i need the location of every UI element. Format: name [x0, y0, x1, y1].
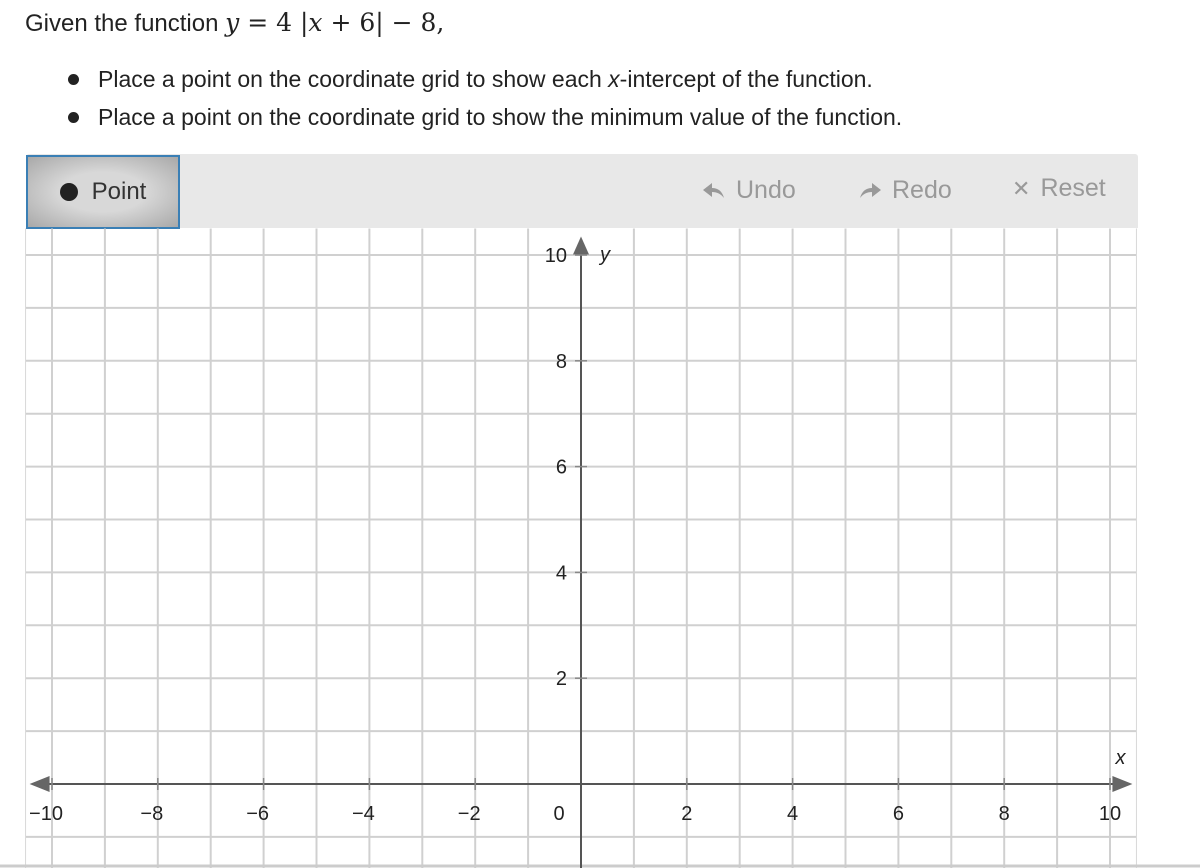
instruction-item: Place a point on the coordinate grid to …	[60, 98, 902, 136]
eq-y: y	[225, 8, 240, 37]
close-icon: ✕	[1012, 175, 1031, 201]
eq-tail: − 8,	[383, 8, 445, 37]
instruction-list: Place a point on the coordinate grid to …	[60, 60, 902, 136]
graph-toolbar: Point Undo Redo ✕ Reset	[26, 154, 1138, 229]
y-tick-label: 6	[556, 457, 567, 479]
y-axis-label: y	[598, 244, 611, 266]
x-tick-label: −10	[29, 803, 63, 825]
x-tick-label: 2	[681, 803, 692, 825]
x-tick-label: −4	[352, 803, 375, 825]
x-tick-label: 8	[999, 803, 1010, 825]
redo-label: Redo	[892, 176, 952, 204]
x-tick-label: −2	[458, 803, 481, 825]
redo-button[interactable]: Redo	[858, 176, 952, 205]
y-tick-label: 10	[545, 245, 567, 267]
point-icon	[59, 183, 78, 201]
y-tick-label: 2	[556, 668, 567, 690]
x-tick-label: −8	[140, 803, 163, 825]
y-tick-label: 8	[556, 351, 567, 373]
prompt-intro: Given the function	[25, 10, 226, 37]
eq-x: x	[308, 8, 323, 37]
reset-label: Reset	[1040, 174, 1106, 202]
x-tick-label: −6	[246, 803, 269, 825]
eq-abs-open: |	[299, 8, 309, 37]
redo-icon	[860, 182, 881, 198]
reset-button[interactable]: ✕ Reset	[1012, 174, 1106, 203]
point-label: Point	[91, 178, 147, 205]
x-axis-arrow-right	[1112, 776, 1133, 792]
instruction-text: Place a point on the coordinate grid to …	[98, 66, 609, 92]
instruction-text: Place a point on the coordinate grid to …	[98, 104, 903, 130]
instruction-item: Place a point on the coordinate grid to …	[60, 60, 902, 98]
x-tick-label: 4	[787, 803, 798, 825]
point-tool-button[interactable]: Point	[26, 155, 180, 229]
undo-label: Undo	[736, 176, 796, 204]
x-axis-arrow-left	[29, 776, 50, 792]
question-prompt: Given the function y = 4 |x + 6| − 8,	[25, 8, 444, 38]
equation: y = 4 |x + 6| − 8,	[225, 8, 444, 37]
undo-icon	[703, 182, 724, 198]
y-tick-label: 4	[556, 562, 567, 584]
x-tick-label: 10	[1099, 803, 1121, 825]
x-axis-label: x	[1114, 747, 1126, 769]
x-tick-label: 6	[893, 803, 904, 825]
y-axis-arrow-up	[573, 236, 589, 255]
eq-part: = 4	[239, 8, 292, 37]
eq-part: + 6	[322, 8, 376, 37]
undo-button[interactable]: Undo	[702, 176, 796, 205]
eq-abs-close: |	[375, 8, 384, 37]
instruction-italic: x	[608, 66, 620, 92]
instruction-text: -intercept of the function.	[619, 66, 873, 92]
origin-label: 0	[553, 803, 564, 825]
